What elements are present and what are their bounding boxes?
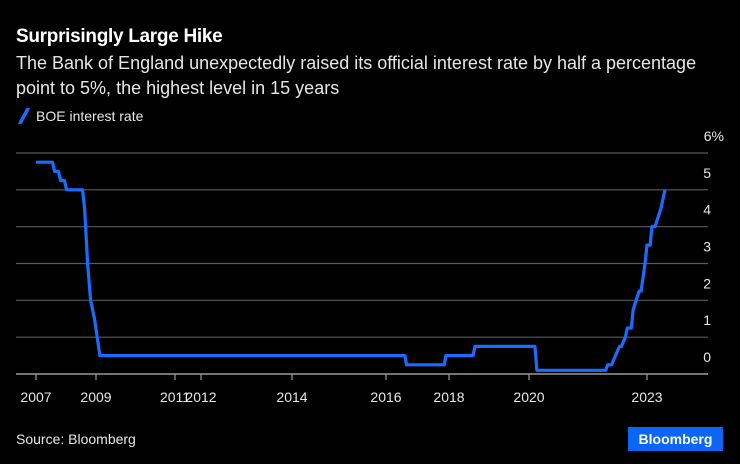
y-tick-label: 5 (703, 165, 711, 181)
x-tick-label: 2011 (160, 389, 190, 405)
x-tick-label: 2023 (631, 389, 662, 405)
chart-title: Surprisingly Large Hike (16, 26, 223, 47)
x-tick-label: 2018 (433, 389, 464, 405)
x-tick-label: 2020 (513, 389, 544, 405)
bloomberg-logo: Bloomberg (628, 427, 723, 451)
x-tick-label: 2007 (20, 389, 51, 405)
y-tick-label: 4 (703, 202, 711, 218)
x-tick-label: 2016 (370, 389, 401, 405)
y-tick-label: 2 (703, 275, 711, 291)
y-tick-label: 3 (703, 239, 711, 255)
y-tick-label: 0 (703, 349, 711, 365)
x-tick-label: 2012 (185, 389, 216, 405)
source-note: Source: Bloomberg (16, 431, 136, 447)
y-tick-label: 1 (703, 312, 711, 328)
legend-label: BOE interest rate (36, 108, 144, 124)
chart-subtitle: The Bank of England unexpectedly raised … (16, 53, 697, 98)
x-tick-label: 2014 (276, 389, 307, 405)
series-line-boe-interest-rate (36, 160, 667, 372)
y-tick-label: 6% (704, 128, 724, 144)
x-tick-label: 2009 (80, 389, 111, 405)
legend: BOE interest rate (16, 108, 143, 124)
